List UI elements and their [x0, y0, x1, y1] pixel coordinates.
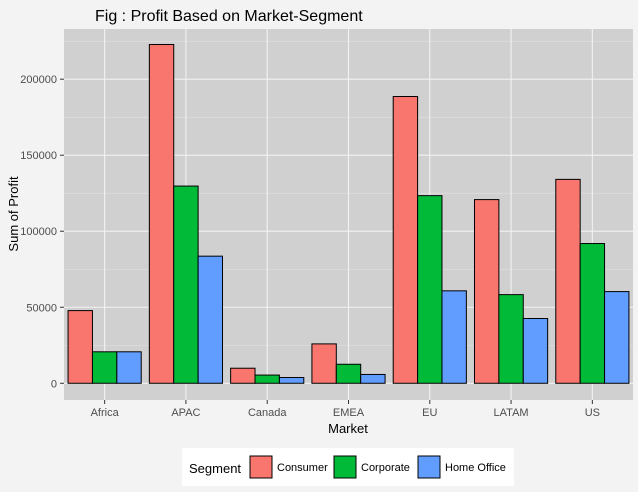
y-tick-label: 50000 — [26, 302, 57, 314]
legend-swatch — [333, 455, 357, 479]
chart-title: Fig : Profit Based on Market-Segment — [95, 8, 363, 25]
bar-corporate — [91, 351, 118, 384]
x-tick-label: APAC — [171, 407, 200, 419]
x-tick-label: EU — [422, 407, 437, 419]
legend-swatch — [417, 455, 441, 479]
x-tick-label: LATAM — [494, 407, 529, 419]
bar-home-office — [441, 290, 467, 384]
bars — [67, 44, 630, 384]
bar-corporate — [417, 195, 443, 384]
x-axis-label: Market — [328, 421, 368, 436]
legend-swatch — [249, 455, 273, 479]
legend-label: Corporate — [361, 462, 410, 474]
x-axis: Africa APAC Canada EMEA EU LATAM US — [91, 400, 600, 419]
legend: Segment Consumer Corporate Home Office — [182, 448, 514, 486]
bar-consumer — [67, 310, 93, 384]
bar-home-office — [522, 318, 549, 384]
y-axis-label: Sum of Profit — [6, 176, 21, 252]
bar-home-office — [197, 255, 224, 384]
bar-consumer — [392, 96, 419, 384]
bar-corporate — [254, 374, 280, 384]
legend-title: Segment — [189, 461, 241, 476]
bar-corporate — [173, 185, 199, 384]
y-tick-label: 100000 — [20, 226, 57, 238]
bar-corporate — [335, 363, 362, 384]
x-tick-label: US — [585, 407, 600, 419]
bar-corporate — [498, 294, 524, 384]
bar-home-office — [116, 351, 142, 384]
y-tick-label: 200000 — [20, 74, 57, 86]
x-tick-label: Canada — [248, 407, 287, 419]
bar-consumer — [230, 367, 256, 384]
legend-label: Consumer — [277, 462, 328, 474]
bar-consumer — [311, 343, 337, 384]
bar-home-office — [278, 376, 305, 384]
y-tick-label: 0 — [51, 378, 57, 390]
y-tick-label: 150000 — [20, 150, 57, 162]
bar-consumer — [555, 178, 581, 384]
bar-corporate — [579, 243, 606, 384]
y-axis: 0 50000 100000 150000 200000 — [20, 74, 64, 390]
bar-consumer — [148, 44, 175, 384]
bar-home-office — [360, 373, 386, 384]
x-tick-label: Africa — [91, 407, 120, 419]
bar-home-office — [604, 291, 630, 384]
bar-consumer — [473, 199, 500, 384]
x-tick-label: EMEA — [333, 407, 365, 419]
legend-label: Home Office — [445, 462, 506, 474]
